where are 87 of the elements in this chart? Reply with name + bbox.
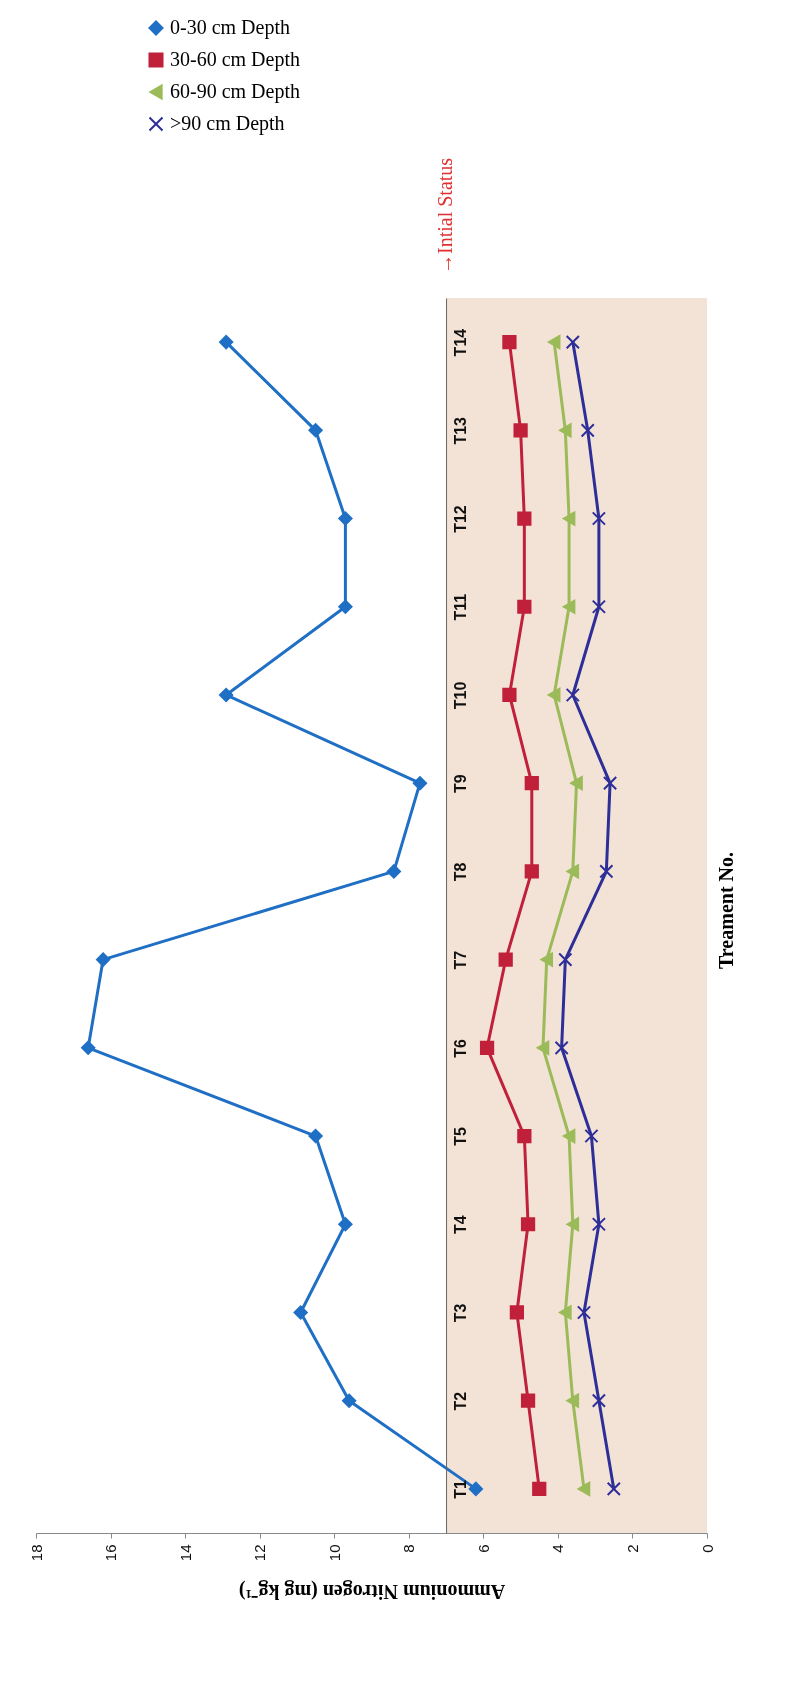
band-label: →Intial Status	[434, 157, 457, 274]
point	[580, 423, 595, 438]
point	[95, 952, 111, 967]
point	[502, 334, 517, 350]
x-tick-label: 14	[176, 1544, 194, 1562]
point	[412, 776, 428, 791]
point	[509, 1305, 525, 1320]
legend-label: 0-30 cm Depth	[170, 16, 290, 39]
y-tick-label: T8	[451, 862, 469, 882]
point	[591, 1217, 607, 1232]
point	[602, 776, 618, 791]
point	[606, 1481, 621, 1497]
x-tick-label: 10	[325, 1544, 343, 1562]
point	[584, 1128, 599, 1144]
point	[502, 687, 517, 703]
point	[517, 511, 532, 526]
legend-label: >90 cm Depth	[170, 112, 285, 135]
point	[558, 952, 573, 967]
point	[517, 599, 532, 614]
x-axis-title: Ammonium Nitrogen (mg kg⁻¹)	[238, 1580, 506, 1604]
x-tick-label: 0	[698, 1544, 716, 1553]
point	[520, 1393, 536, 1408]
point	[218, 334, 234, 350]
legend-label: 30-60 cm Depth	[170, 48, 300, 71]
point	[540, 952, 554, 967]
y-tick-label: T5	[451, 1127, 469, 1146]
point	[338, 599, 353, 614]
point	[386, 864, 401, 879]
y-tick-label: T6	[451, 1038, 469, 1058]
point	[559, 1305, 572, 1320]
point	[547, 687, 561, 703]
point	[559, 423, 572, 438]
y-tick-label: T12	[451, 505, 469, 533]
point	[524, 864, 539, 879]
point	[468, 1481, 483, 1497]
x-tick-label: 4	[549, 1544, 567, 1553]
point	[570, 776, 583, 791]
point	[562, 511, 576, 526]
point	[532, 1481, 547, 1497]
point	[520, 1217, 536, 1232]
y-tick-label: T3	[451, 1303, 469, 1323]
y-tick-label: T11	[451, 593, 469, 621]
point	[554, 1040, 569, 1055]
x-tick-label: 8	[400, 1544, 418, 1553]
x-tick-label: 2	[623, 1544, 641, 1553]
point	[293, 1305, 308, 1320]
point	[81, 1040, 96, 1055]
point	[342, 1393, 357, 1408]
point	[565, 334, 580, 350]
point	[591, 599, 607, 614]
y-tick-label: T2	[451, 1391, 469, 1411]
y-tick-label: T1	[451, 1479, 469, 1499]
legend-label: 60-90 cm Depth	[170, 80, 300, 103]
y-tick-label: T7	[451, 950, 469, 970]
point	[591, 1393, 607, 1408]
point	[308, 423, 323, 438]
point	[576, 1305, 592, 1320]
point	[562, 599, 576, 614]
point	[562, 1128, 576, 1144]
point	[338, 1217, 353, 1232]
x-tick-label: 18	[27, 1544, 45, 1562]
x-tick-label: 6	[474, 1544, 492, 1553]
point	[566, 1393, 580, 1408]
point	[524, 776, 539, 791]
point	[513, 423, 528, 438]
point	[338, 511, 353, 526]
y-tick-label: T4	[451, 1215, 469, 1235]
point	[577, 1481, 591, 1497]
point	[566, 864, 580, 879]
y-tick-label: T9	[451, 774, 469, 794]
point	[536, 1040, 550, 1055]
point	[218, 687, 234, 703]
point	[599, 864, 614, 879]
point	[517, 1128, 532, 1144]
y-axis-title: Treament No.	[714, 851, 737, 970]
x-tick-label: 16	[102, 1544, 120, 1562]
point	[498, 952, 513, 967]
point	[308, 1128, 323, 1144]
y-tick-label: T14	[451, 328, 469, 357]
point	[547, 334, 561, 350]
x-tick-label: 12	[251, 1544, 269, 1562]
point	[565, 687, 580, 703]
y-tick-label: T10	[451, 681, 469, 710]
point	[566, 1217, 580, 1232]
point	[479, 1040, 495, 1055]
point	[591, 511, 607, 526]
y-tick-label: T13	[451, 416, 469, 445]
